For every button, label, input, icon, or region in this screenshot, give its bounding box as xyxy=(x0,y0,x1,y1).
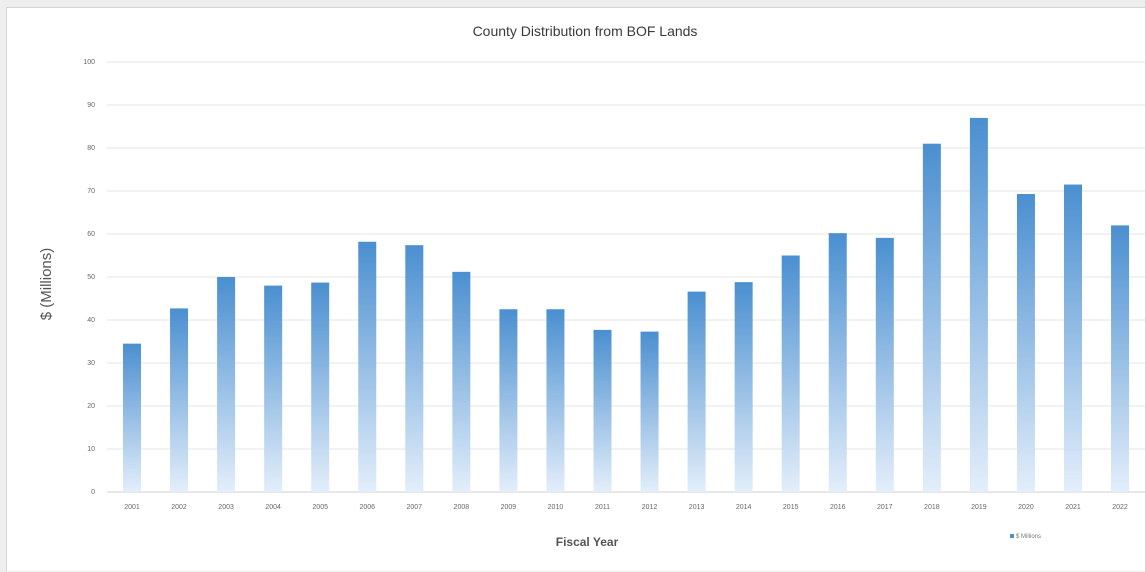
y-tick-label: 80 xyxy=(87,145,95,152)
x-tick-label: 2002 xyxy=(171,504,187,511)
x-tick-label: 2018 xyxy=(924,504,940,511)
bar-2019 xyxy=(969,117,988,493)
legend-swatch xyxy=(1010,534,1014,538)
bar-2017 xyxy=(875,237,894,492)
legend: $ Millions xyxy=(1010,534,1041,540)
x-tick-label: 2017 xyxy=(877,504,893,511)
bars xyxy=(123,117,1130,493)
chart-title: County Distribution from BOF Lands xyxy=(473,23,698,39)
x-tick-label: 2016 xyxy=(830,504,846,511)
legend-label: $ Millions xyxy=(1016,534,1041,540)
bar-2003 xyxy=(217,277,236,492)
x-tick-label: 2019 xyxy=(971,504,987,511)
x-tick-label: 2006 xyxy=(359,504,375,511)
bar-2022 xyxy=(1111,225,1130,492)
x-tick-label: 2004 xyxy=(265,504,281,511)
bar-2004 xyxy=(264,285,283,492)
bar-2018 xyxy=(922,143,941,492)
y-tick-label: 90 xyxy=(87,102,95,109)
y-tick-label: 70 xyxy=(87,188,95,195)
chart-frame: County Distribution from BOF Lands $ (Mi… xyxy=(6,7,1145,571)
bar-2012 xyxy=(640,331,659,492)
gridlines xyxy=(107,61,1145,493)
bar-2011 xyxy=(593,329,612,492)
x-tick-label: 2013 xyxy=(689,504,705,511)
bar-2009 xyxy=(499,309,518,492)
x-tick-label: 2011 xyxy=(595,504,610,511)
bar-2015 xyxy=(781,255,800,492)
x-tick-label: 2015 xyxy=(783,504,799,511)
bar-2010 xyxy=(546,309,565,492)
y-tick-label: 100 xyxy=(83,59,95,66)
y-tick-label: 40 xyxy=(87,317,95,324)
bar-2001 xyxy=(123,343,141,492)
bar-2014 xyxy=(734,282,753,492)
y-tick-label: 50 xyxy=(87,274,95,281)
x-tick-label: 2001 xyxy=(124,504,140,511)
y-tick-label: 0 xyxy=(91,489,95,496)
x-tick-label: 2012 xyxy=(642,504,658,511)
bar-2020 xyxy=(1016,194,1035,492)
bar-2005 xyxy=(311,282,330,492)
y-tick-label: 30 xyxy=(87,360,95,367)
y-tick-label: 60 xyxy=(87,231,95,238)
bar-2016 xyxy=(828,233,847,492)
x-tick-label: 2022 xyxy=(1112,504,1128,511)
bar-chart: County Distribution from BOF Lands $ (Mi… xyxy=(38,23,1145,549)
x-tick-label: 2007 xyxy=(407,504,423,511)
x-tick-label: 2020 xyxy=(1018,504,1034,511)
y-tick-label: 10 xyxy=(87,446,95,453)
x-tick-label: 2010 xyxy=(548,504,564,511)
bar-2021 xyxy=(1064,184,1082,493)
y-axis-label: $ (Millions) xyxy=(38,248,55,321)
x-tick-label: 2014 xyxy=(736,504,752,511)
bar-2002 xyxy=(170,308,189,492)
y-tick-label: 20 xyxy=(87,403,95,410)
x-tick-label: 2021 xyxy=(1065,504,1081,511)
x-tick-label: 2008 xyxy=(454,504,470,511)
x-tick-label: 2003 xyxy=(218,504,234,511)
x-tick-labels: 2001 2002 2003 2004 2005 2006 2007 2008 2009 2010… xyxy=(124,504,1128,511)
bar-2013 xyxy=(687,291,706,492)
x-tick-label: 2009 xyxy=(501,504,517,511)
bar-2008 xyxy=(452,271,471,492)
bar-2007 xyxy=(405,245,424,492)
x-tick-label: 2005 xyxy=(312,504,328,511)
x-axis-label: Fiscal Year xyxy=(556,535,619,549)
y-tick-labels: 0 10 20 30 40 50 60 70 80 90 100 xyxy=(83,59,95,496)
bar-2006 xyxy=(358,241,377,492)
